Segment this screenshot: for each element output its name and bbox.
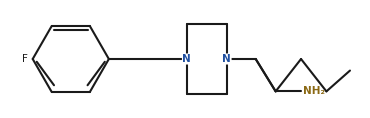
Text: NH₂: NH₂ [303, 86, 325, 96]
Text: N: N [182, 54, 191, 64]
Text: N: N [222, 54, 231, 64]
Text: F: F [23, 54, 28, 64]
